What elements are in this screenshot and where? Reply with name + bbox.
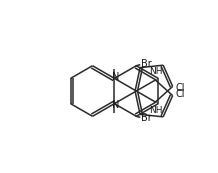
Text: NH: NH [150,106,163,115]
Text: Br: Br [141,113,152,123]
Text: Cl: Cl [176,83,185,93]
Text: NH: NH [150,67,163,76]
Text: N: N [112,101,119,111]
Text: Br: Br [141,59,152,69]
Text: N: N [112,72,119,81]
Text: Cl: Cl [176,89,185,99]
